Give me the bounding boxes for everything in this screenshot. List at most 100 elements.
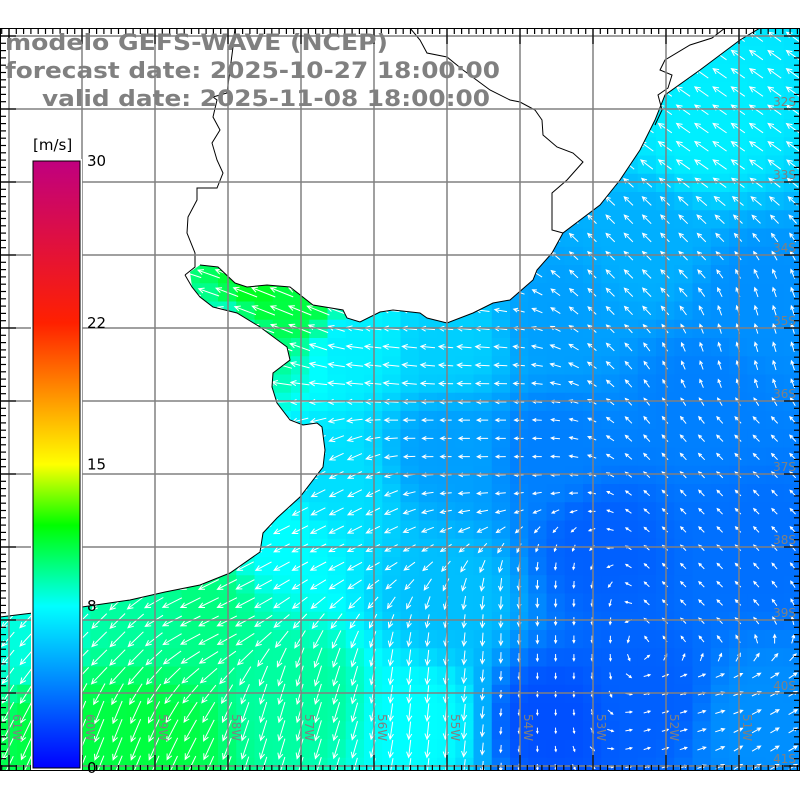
wind-arrow: [33, 124, 55, 131]
longitude-label: 56W: [375, 714, 389, 741]
wind-arrow: [383, 490, 398, 497]
wind-arrow: [331, 630, 342, 649]
wind-arrow: [752, 452, 760, 460]
wind-cell: [783, 356, 800, 376]
wind-arrow: [197, 159, 220, 169]
graticule-labels: 32S 33S 34S 35S 36S 37S 38S 39S 40S 41S 61W 60W 59W 5…: [10, 95, 796, 766]
wind-arrow: [400, 142, 419, 150]
wind-arrow: [105, 288, 129, 295]
wind-arrow: [406, 649, 413, 667]
wind-arrow: [752, 434, 760, 442]
wind-arrow: [493, 289, 508, 295]
wind-arrow: [730, 86, 746, 97]
wind-arrow: [313, 665, 322, 687]
wind-arrow: [222, 719, 232, 742]
wind-arrow: [328, 489, 344, 498]
wind-arrow: [696, 232, 707, 243]
wind-arrow: [418, 142, 436, 150]
wind-arrow: [254, 435, 272, 443]
wind-arrow: [236, 561, 254, 571]
wind-arrow: [621, 68, 636, 79]
wind-arrow: [142, 362, 165, 369]
wind-arrow: [697, 434, 705, 442]
wind-arrow: [493, 234, 507, 241]
wind-arrow: [179, 87, 202, 95]
wind-arrow: [457, 436, 470, 441]
wind-arrow: [133, 755, 142, 771]
wind-arrow: [162, 506, 182, 517]
wind-arrow: [607, 709, 614, 715]
wind-arrow: [51, 69, 74, 76]
wind-arrow: [112, 700, 123, 725]
wind-arrow: [497, 542, 505, 554]
wind-arrow: [675, 68, 691, 79]
wind-arrow: [309, 543, 327, 553]
wind-arrow: [771, 250, 778, 261]
wind-arrow: [499, 726, 503, 736]
wind-arrow: [107, 469, 127, 481]
wind-arrow: [785, 68, 800, 79]
wind-arrow: [734, 507, 742, 515]
wind-arrow: [196, 214, 221, 224]
wind-arrow: [531, 454, 542, 459]
wind-arrow: [607, 728, 615, 733]
wind-arrow: [605, 361, 615, 370]
wind-arrow: [198, 560, 219, 572]
wind-arrow: [344, 142, 365, 150]
wind-arrow: [350, 684, 359, 705]
wind-arrow: [697, 452, 706, 461]
wind-arrow: [587, 287, 597, 297]
wind-cell: [783, 648, 800, 668]
wind-arrow: [332, 720, 341, 742]
wind-arrow: [142, 196, 166, 205]
wind-arrow: [531, 196, 543, 206]
wind-cell: [546, 757, 566, 771]
wind-arrow: [661, 415, 669, 424]
wind-arrow: [105, 270, 129, 277]
longitude-label: 59W: [156, 714, 170, 741]
wind-arrow: [309, 417, 327, 424]
wind-arrow: [624, 563, 632, 569]
wind-arrow: [289, 342, 311, 352]
wind-arrow: [19, 613, 34, 629]
wind-arrow: [381, 288, 400, 295]
wind-arrow: [234, 417, 255, 424]
wind-arrow: [456, 362, 472, 369]
wind-arrow: [142, 381, 165, 388]
wind-arrow: [712, 86, 727, 97]
longitude-label: 60W: [83, 714, 97, 741]
wind-arrow: [748, 68, 764, 79]
wind-arrow: [381, 105, 401, 114]
wind-arrow: [678, 214, 689, 225]
wind-arrow: [457, 417, 470, 423]
wind-arrow: [680, 341, 686, 352]
wind-arrow: [437, 344, 454, 350]
wind-arrow: [306, 268, 330, 280]
wind-arrow: [399, 197, 419, 204]
wind-arrow: [381, 178, 401, 186]
wind-arrow: [381, 215, 401, 223]
wind-arrow: [493, 160, 508, 169]
wind-arrow: [217, 524, 236, 535]
wind-arrow: [424, 703, 431, 723]
wind-arrow: [124, 51, 146, 58]
wind-arrow: [234, 615, 255, 627]
wind-arrow: [437, 179, 454, 186]
wind-arrow: [406, 739, 413, 759]
wind-arrow: [624, 416, 633, 424]
wind-arrow: [789, 434, 797, 442]
wind-arrow: [566, 68, 581, 79]
wind-arrow: [608, 690, 613, 698]
wind-arrow: [717, 360, 722, 370]
wind-arrow: [660, 269, 670, 279]
wind-arrow: [197, 141, 220, 150]
wind-arrow: [771, 580, 778, 588]
wind-arrow: [381, 142, 401, 150]
wind-arrow: [277, 665, 286, 687]
wind-arrow: [271, 69, 292, 77]
wind-arrow: [350, 739, 358, 759]
wind-arrow: [586, 214, 597, 224]
wind-arrow: [603, 86, 617, 97]
longitude-label: 53W: [594, 714, 608, 741]
wind-arrow: [625, 673, 633, 679]
